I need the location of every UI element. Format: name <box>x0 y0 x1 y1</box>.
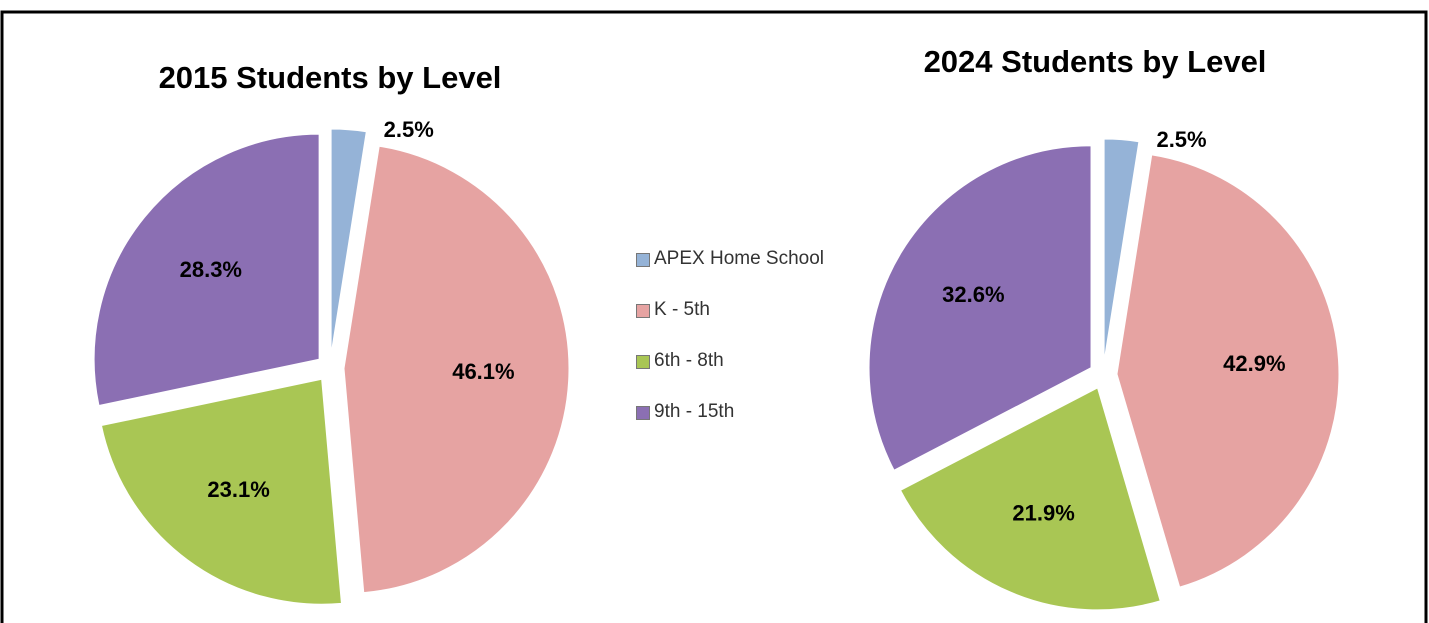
data-label: 23.1% <box>207 477 269 502</box>
frame <box>0 10 1428 623</box>
chart-title: 2015 Students by Level <box>159 60 502 95</box>
legend-item: 6th - 8th <box>636 348 826 373</box>
pie-slice <box>100 378 342 605</box>
pie-slice <box>899 387 1161 611</box>
legend-swatch <box>636 304 650 318</box>
legend: APEX Home School K - 5th 6th - 8th 9th - 15… <box>636 246 826 450</box>
data-label: 42.9% <box>1223 351 1285 376</box>
chart-title: 2024 Students by Level <box>924 44 1267 79</box>
legend-swatch <box>636 253 650 267</box>
legend-label: APEX Home School <box>654 248 825 269</box>
legend-item: K - 5th <box>636 297 826 322</box>
pie-slice <box>1116 154 1340 588</box>
data-label: 2.5% <box>384 117 434 142</box>
legend-label: 6th - 8th <box>654 350 724 371</box>
data-label: 21.9% <box>1012 500 1074 525</box>
legend-swatch <box>636 406 650 420</box>
pie-slice <box>1103 138 1140 362</box>
pie-slice <box>868 145 1092 471</box>
pie-slice <box>343 145 570 594</box>
legend-swatch <box>636 355 650 369</box>
pie-slice <box>330 128 367 355</box>
legend-label: 9th - 15th <box>654 401 735 422</box>
legend-item: APEX Home School <box>636 246 826 271</box>
legend-label: K - 5th <box>654 299 710 320</box>
data-label: 32.6% <box>942 282 1004 307</box>
data-label: 28.3% <box>180 257 242 282</box>
legend-item: 9th - 15th <box>636 399 826 424</box>
data-label: 46.1% <box>452 359 514 384</box>
data-label: 2.5% <box>1156 127 1206 152</box>
pie-slice <box>93 133 320 407</box>
